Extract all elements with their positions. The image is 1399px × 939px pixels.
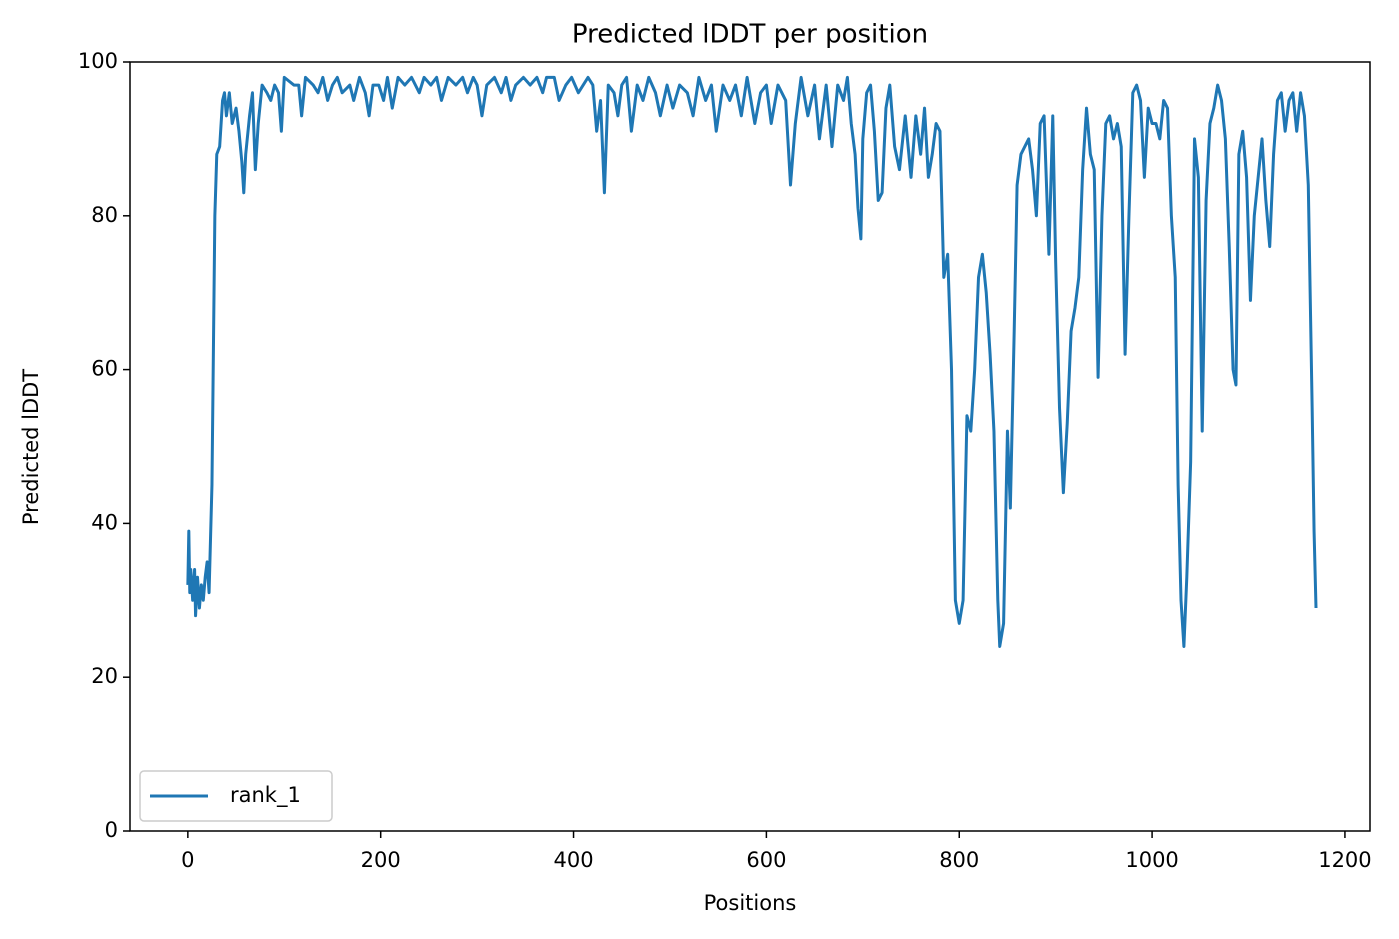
x-axis-label: Positions — [704, 891, 797, 915]
x-tick-label: 1000 — [1125, 848, 1178, 872]
x-tick-label: 0 — [181, 848, 194, 872]
y-axis-label: Predicted lDDT — [19, 369, 43, 525]
y-tick-label: 100 — [78, 49, 118, 73]
x-tick-label: 1200 — [1318, 848, 1371, 872]
chart-title: Predicted lDDT per position — [572, 20, 928, 50]
x-tick-label: 400 — [553, 848, 593, 872]
data-line — [186, 75, 1318, 648]
legend-box — [139, 770, 333, 822]
x-tick-label: 800 — [939, 848, 979, 872]
y-tick-label: 40 — [91, 510, 118, 534]
x-tick-label: 600 — [746, 848, 786, 872]
legend-label: rank_1 — [230, 783, 301, 808]
y-tick-label: 0 — [105, 818, 118, 842]
y-tick-label: 60 — [91, 357, 118, 381]
x-tick-label: 200 — [361, 848, 401, 872]
plot-frame — [129, 61, 1371, 832]
y-tick-label: 20 — [91, 664, 118, 688]
y-tick-label: 80 — [91, 203, 118, 227]
